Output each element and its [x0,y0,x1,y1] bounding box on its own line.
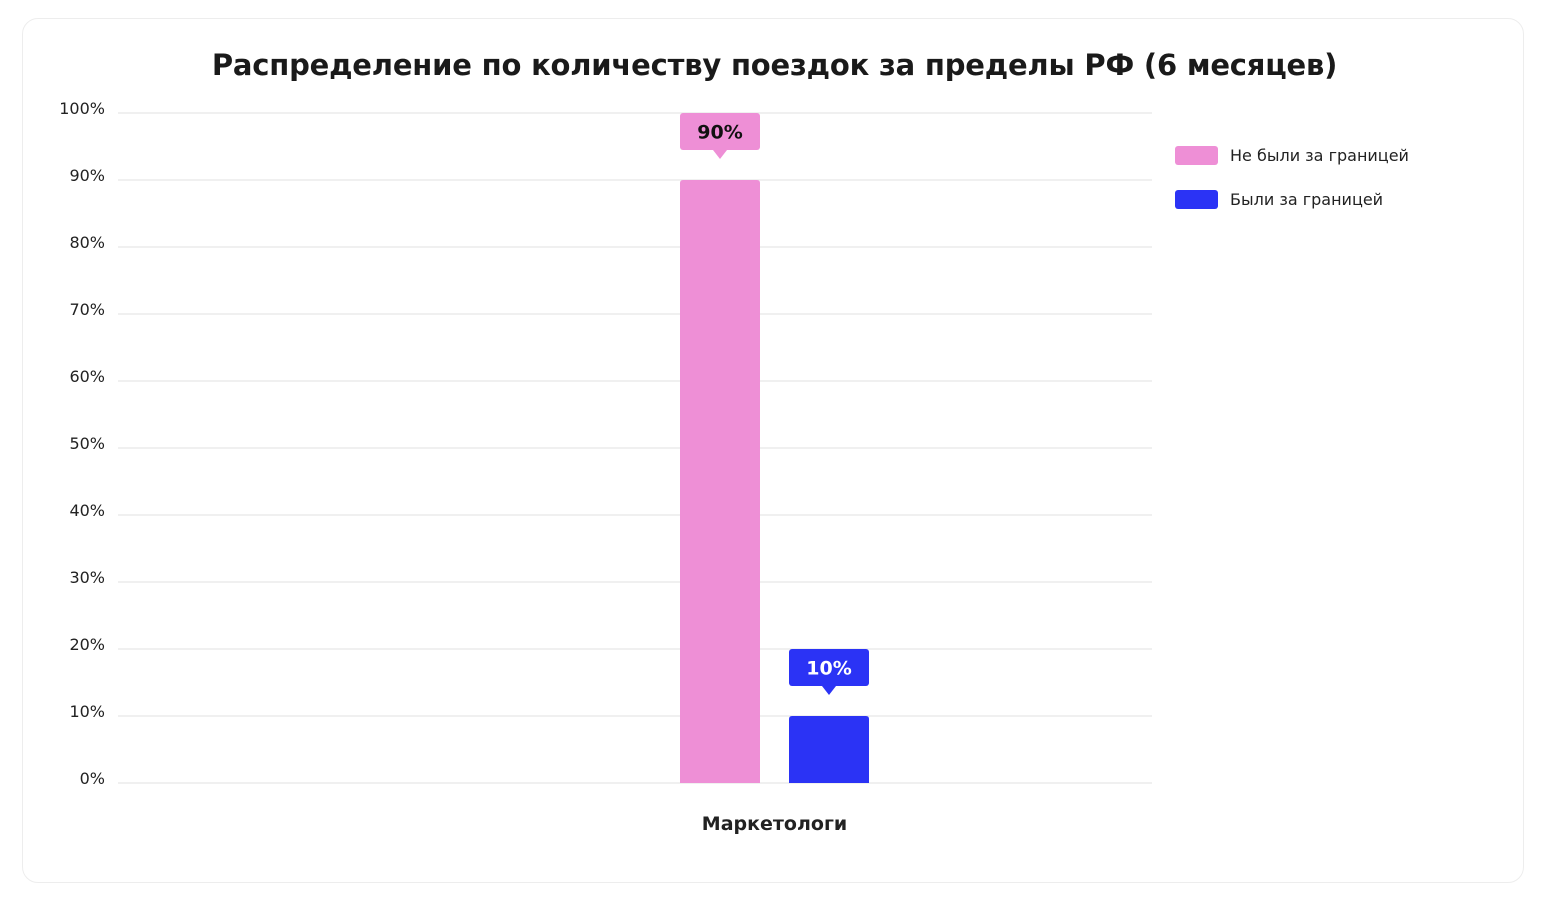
bars [680,180,869,783]
data-label-box [680,113,760,150]
data-label-box [789,649,869,686]
y-tick-label: 90% [69,166,105,185]
legend-label: Не были за границей [1230,145,1409,165]
data-label-pointer [713,150,727,159]
chart-card [22,18,1524,883]
y-tick-label: 10% [69,702,105,721]
y-tick-label: 50% [69,434,105,453]
legend-item-not-abroad[interactable]: Не были за границей [1175,143,1409,167]
legend-item-abroad[interactable]: Были за границей [1175,187,1409,211]
chart-title: Распределение по количеству поездок за п… [211,48,1338,82]
y-tick-label: 80% [69,233,105,252]
y-tick-label: 40% [69,501,105,520]
y-tick-label: 100% [59,99,105,118]
data-label: 10% [806,658,851,680]
legend-swatch [1175,145,1218,165]
data-labels: 90% 10% [680,113,869,695]
y-tick-label: 60% [69,367,105,386]
x-axis-ticks: Маркетологи [702,813,847,835]
y-tick-label: 20% [69,635,105,654]
grid-lines [118,112,1152,784]
legend-swatch [1175,189,1218,209]
legend-label: Были за границей [1230,189,1384,209]
data-label-bubble: 90% [680,113,760,159]
bar-abroad[interactable] [789,716,869,783]
data-label-pointer [822,686,836,695]
legend: Не были за границей Были за границей [1175,143,1409,231]
y-tick-label: 30% [69,568,105,587]
data-label-bubble: 10% [789,649,869,695]
y-axis-ticks: 0% 10% 20% 30% 40% 50% 60% 70% 80% 90% 100% [59,99,105,788]
y-tick-label: 0% [80,769,105,788]
y-tick-label: 70% [69,300,105,319]
bar-not-abroad[interactable] [680,180,760,783]
data-label: 90% [697,122,742,144]
x-tick-label: Маркетологи [702,813,847,835]
